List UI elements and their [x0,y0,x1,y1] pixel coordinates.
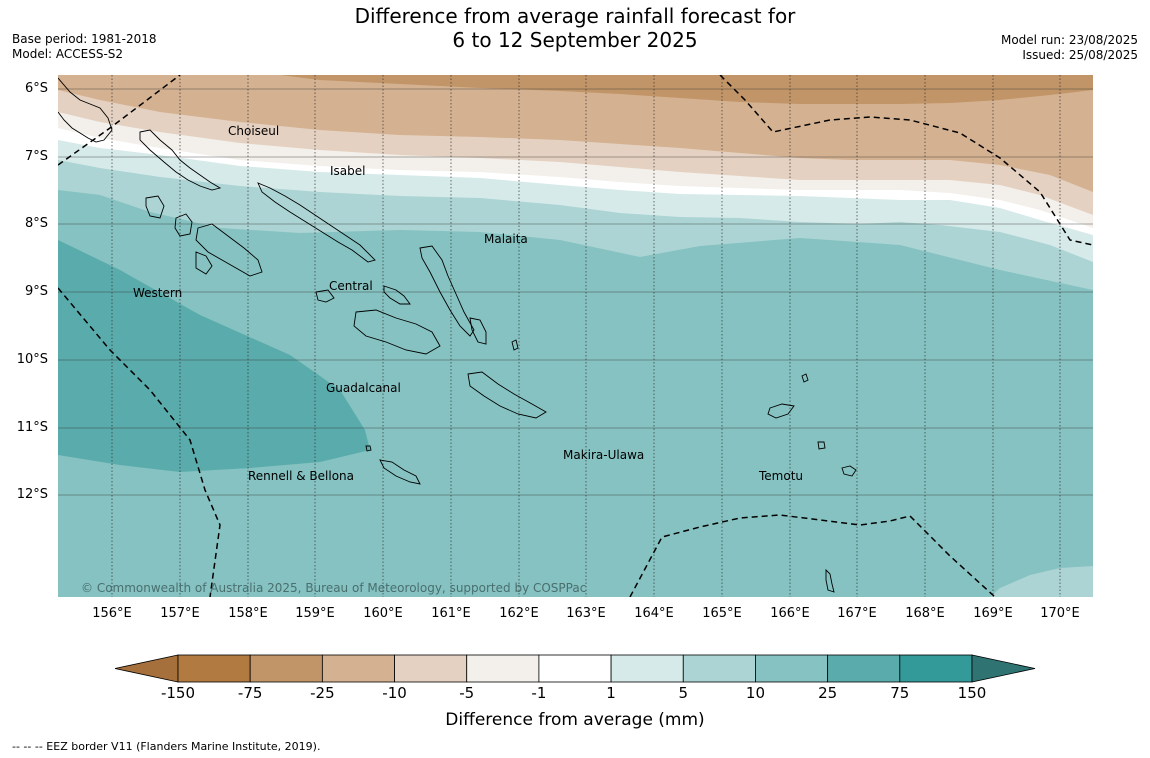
russell-islands [315,289,335,303]
lon-label-156e: 156°E [92,606,132,621]
colorbar-segment [249,654,323,683]
place-malaita: Malaita [484,232,528,246]
lon-label-158e: 158°E [228,606,268,621]
place-temotu: Temotu [759,469,804,483]
small-malaita-island [469,317,487,345]
colorbar-segment [755,654,829,683]
lat-label-12s: 12°S [16,487,48,502]
rendova-island [195,251,213,275]
isabel-island [257,182,376,263]
colorbar-tick-label: 75 [890,684,910,702]
colorbar-tick-label: 25 [818,684,838,702]
colorbar-segment [177,654,251,683]
place-choiseul: Choiseul [228,124,280,138]
lon-label-161e: 161°E [431,606,471,621]
colorbar-tick-label: -25 [310,684,335,702]
lat-label-8s: 8°S [24,216,48,231]
rennell-island [379,459,421,485]
bougainville-coast [58,77,113,143]
colorbar-tick-label: -75 [237,684,263,702]
nggela-islands [383,285,411,305]
lon-label-170e: 170°E [1040,606,1080,621]
colorbar-title: Difference from average (mm) [445,710,705,730]
colorbar-segment [899,654,973,683]
copyright-notice: © Commonwealth of Australia 2025, Bureau… [81,581,587,595]
islands [58,77,857,593]
lon-label-162e: 162°E [499,606,539,621]
lat-label-9s: 9°S [24,284,48,299]
colorbar-segment [466,654,540,683]
lon-label-169e: 169°E [973,606,1013,621]
colorbar-tick-label: -150 [160,684,196,702]
title-line-1: Difference from average rainfall forecas… [354,4,796,28]
colorbar-tick-label: 1 [606,684,616,702]
choiseul-island [139,129,222,191]
vanikoro-island [817,441,826,450]
colorbar-segment [394,654,468,683]
colorbar [114,654,1036,683]
lat-label-11s: 11°S [16,420,48,435]
band-5-10-southeast [990,566,1093,597]
santa-cruz-island [767,403,795,419]
colorbar-segment [682,654,756,683]
lon-label-165e: 165°E [702,606,742,621]
colorbar-tick-label: 10 [745,684,765,702]
makira-island [467,371,547,419]
bellona-island [365,445,372,452]
colorbar-segment [610,654,684,683]
colorbar-extend-low [114,654,179,683]
issued-date: Issued: 25/08/2025 [1022,48,1138,62]
duff-islands [801,373,809,383]
guadalcanal-island [353,309,441,355]
lat-label-10s: 10°S [16,352,48,367]
band-minus75-minus25 [280,75,1093,104]
new-georgia-island [195,223,263,277]
band-minus25-minus10 [58,75,1093,192]
tikopia-island [841,465,857,477]
model-run: Model run: 23/08/2025 [1000,33,1138,47]
place-guadalcanal: Guadalcanal [326,381,401,395]
band-25-75 [58,240,370,472]
lon-label-163e: 163°E [566,606,606,621]
colorbar-segment [321,654,395,683]
lon-label-157e: 157°E [160,606,200,621]
colorbar-tick-label: 150 [957,684,987,702]
place-isabel: Isabel [330,164,366,178]
malaita-island [419,245,475,337]
lon-label-164e: 164°E [634,606,674,621]
lon-label-159e: 159°E [295,606,335,621]
vella-lavella-island [145,195,165,219]
colorbar-tick-label: 5 [678,684,689,702]
kolombangara-island [174,213,193,237]
colorbar-segment [538,654,612,683]
lat-label-6s: 6°S [24,81,48,96]
lon-label-166e: 166°E [770,606,810,621]
place-rennell-bellona: Rennell & Bellona [248,469,355,483]
ulawa-island [511,339,519,351]
colorbar-segment [827,654,901,683]
colorbar-tick-label: -1 [531,684,547,702]
graticule [58,75,1093,597]
base-period: Base period: 1981-2018 [12,32,157,46]
eez-footnote: -- -- -- EEZ border V11 (Flanders Marine… [12,740,321,753]
colorbar-tick-label: -5 [459,684,475,702]
eez-border [58,75,1093,597]
colorbar-extend-high [971,654,1036,683]
vanuatu-north-island [825,568,835,593]
lon-label-160e: 160°E [363,606,403,621]
place-western: Western [133,286,183,300]
model-name: Model: ACCESS-S2 [12,47,124,61]
lon-label-167e: 167°E [837,606,877,621]
lon-label-168e: 168°E [905,606,945,621]
place-makira-ulawa: Makira-Ulawa [563,448,645,462]
title-line-2: 6 to 12 September 2025 [452,28,698,52]
lat-label-7s: 7°S [24,149,48,164]
colorbar-tick-label: -10 [382,684,407,702]
place-central: Central [329,279,373,293]
